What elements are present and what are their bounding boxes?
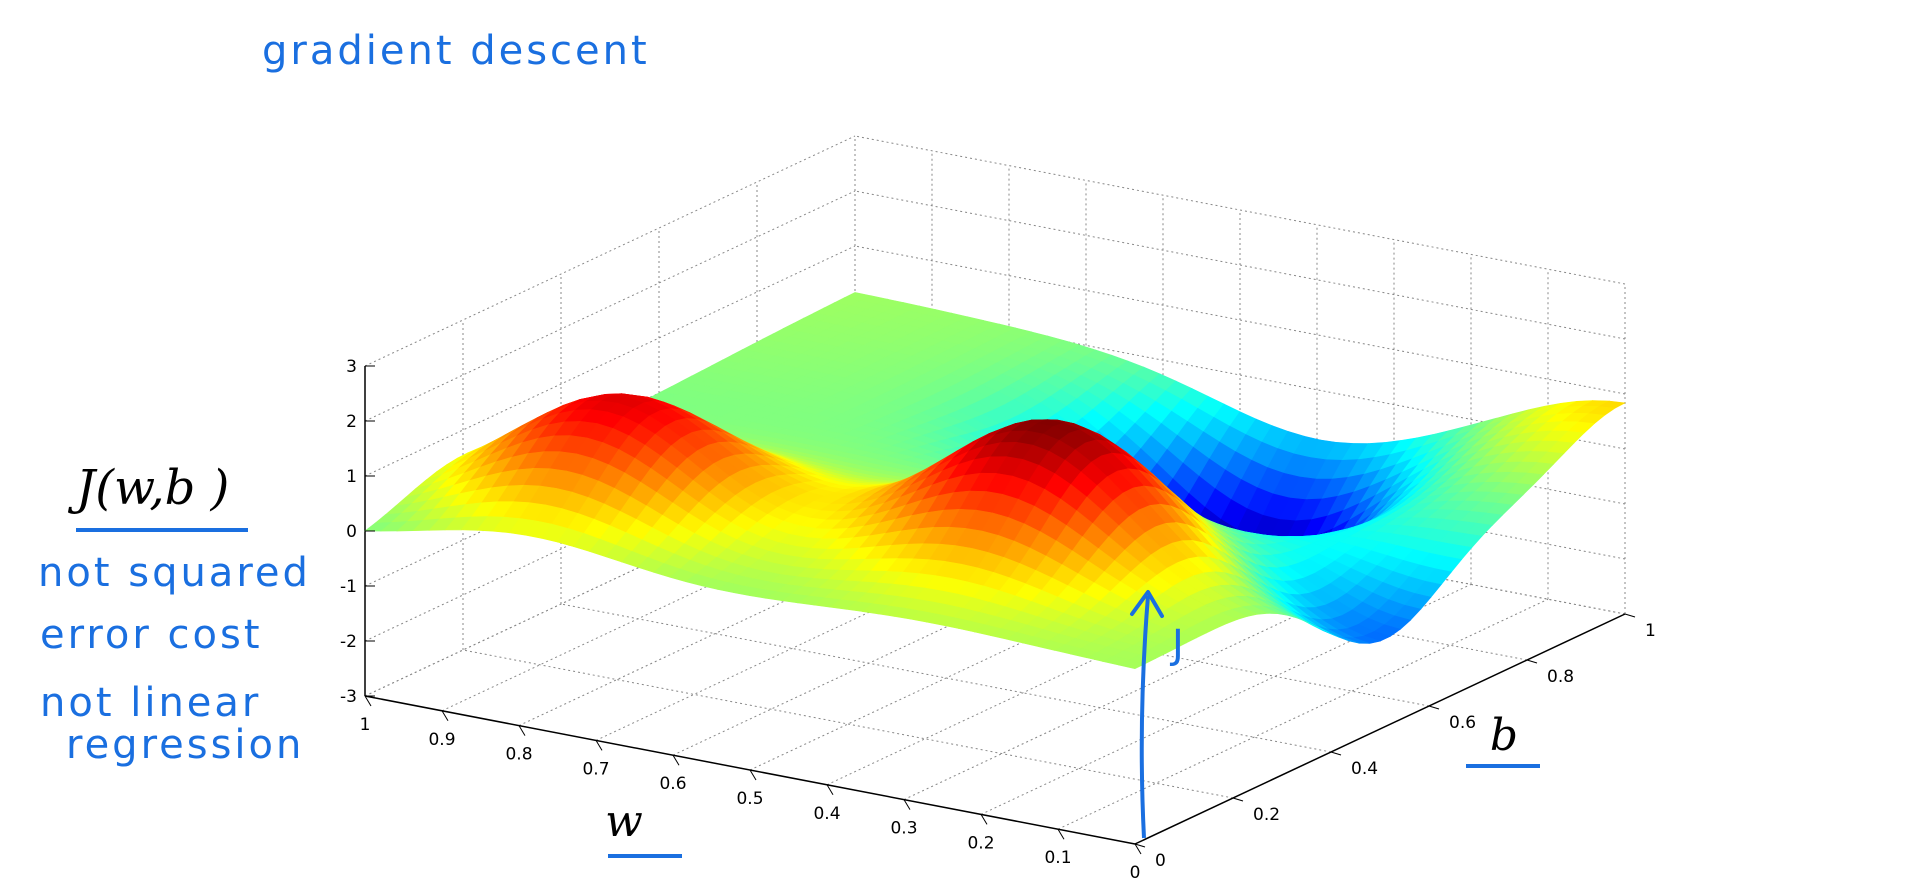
note-not-linear: not linear	[40, 680, 261, 726]
floor-grid-line	[658, 557, 1430, 707]
note-not-squared: not squared	[38, 550, 311, 596]
b-tick-label: 0.8	[1547, 667, 1574, 687]
j-tick-label: 1	[346, 467, 357, 487]
floor-grid-line	[462, 649, 1234, 799]
w-tick-label: 0.3	[890, 819, 917, 839]
w-tick-mark	[518, 725, 526, 736]
w-tick-mark	[364, 695, 372, 707]
w-tick-mark	[1057, 828, 1065, 840]
j-tick-label: 0	[346, 522, 357, 542]
b-axis-line	[1134, 613, 1626, 845]
title-annotation: gradient descent	[262, 28, 650, 74]
floor-grid-line	[560, 603, 1332, 753]
cost-surface	[364, 292, 1626, 670]
b-tick-label: 0	[1155, 851, 1166, 871]
w-tick-mark	[1134, 843, 1142, 855]
note-error-cost: error cost	[40, 612, 263, 658]
note-regression: regression	[66, 722, 304, 768]
w-tick-label: 0.7	[582, 759, 609, 779]
back-wall-grid-line	[854, 245, 1626, 395]
w-tick-mark	[749, 769, 757, 781]
w-tick-label: 1	[360, 715, 371, 735]
w-tick-label: 0.1	[1044, 848, 1071, 868]
b-tick-label: 0.2	[1253, 805, 1280, 825]
side-wall-grid-line	[364, 135, 856, 367]
w-tick-mark	[595, 740, 603, 751]
arrow-head-icon	[1130, 590, 1164, 618]
w-tick-mark	[672, 754, 680, 766]
w-tick-label: 0.4	[813, 804, 840, 824]
j-tick-label: 2	[346, 412, 357, 432]
w-axis-label: w	[605, 796, 643, 847]
back-wall-grid-line	[854, 135, 1626, 285]
cost-function-label: J(w,b )	[67, 460, 229, 516]
b-tick-mark	[1232, 797, 1244, 802]
j-tick-label: -2	[340, 632, 357, 652]
w-tick-label: 0.8	[505, 745, 532, 765]
b-tick-mark	[1624, 613, 1636, 618]
b-tick-mark	[1526, 659, 1538, 664]
floor-grid-line	[1057, 598, 1549, 830]
b-tick-label: 0.4	[1351, 759, 1378, 779]
w-tick-mark	[826, 784, 834, 796]
b-tick-label: 0.6	[1449, 713, 1476, 733]
b-tick-mark	[1428, 705, 1440, 710]
b-axis-label: b	[1490, 710, 1518, 761]
back-wall-grid-line	[854, 410, 1626, 560]
back-wall-grid-line	[854, 465, 1626, 615]
side-wall-grid-line	[364, 190, 856, 422]
w-tick-mark	[980, 814, 988, 825]
axis-ticks: 0 0.1 0.2 0.3 0.4 0.5 0.6 0.7 0.8 0.9 1 0 0.2 0.4 0.6 0…	[340, 357, 1656, 878]
b-tick-label: 1	[1645, 621, 1656, 641]
w-tick-label: 0.5	[736, 789, 763, 809]
side-wall-grid-line	[364, 245, 856, 477]
b-tick-mark	[1134, 843, 1146, 848]
b-tick-mark	[1330, 751, 1342, 756]
j-tick-label: 3	[346, 357, 357, 377]
floor-grid-line	[756, 511, 1528, 661]
j-tick-label: -3	[340, 687, 357, 707]
point-label: J	[1169, 622, 1187, 668]
w-tick-label: 0.2	[967, 833, 994, 853]
back-wall-grid-line	[854, 190, 1626, 340]
w-tick-mark	[903, 799, 911, 810]
w-tick-label: 0.9	[428, 730, 455, 750]
j-tick-label: -1	[340, 577, 357, 597]
w-tick-label: 0.6	[659, 774, 686, 794]
arrow-shaft	[1139, 595, 1150, 839]
w-tick-label: 0	[1130, 863, 1141, 878]
w-tick-mark	[441, 710, 449, 722]
